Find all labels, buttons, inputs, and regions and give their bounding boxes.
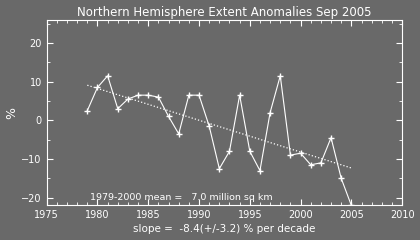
X-axis label: slope =  -8.4(+/-3.2) % per decade: slope = -8.4(+/-3.2) % per decade	[133, 224, 315, 234]
Text: 1979-2000 mean =   7.0 million sq km: 1979-2000 mean = 7.0 million sq km	[90, 192, 273, 202]
Y-axis label: %: %	[5, 107, 18, 119]
Title: Northern Hemisphere Extent Anomalies Sep 2005: Northern Hemisphere Extent Anomalies Sep…	[77, 6, 372, 18]
